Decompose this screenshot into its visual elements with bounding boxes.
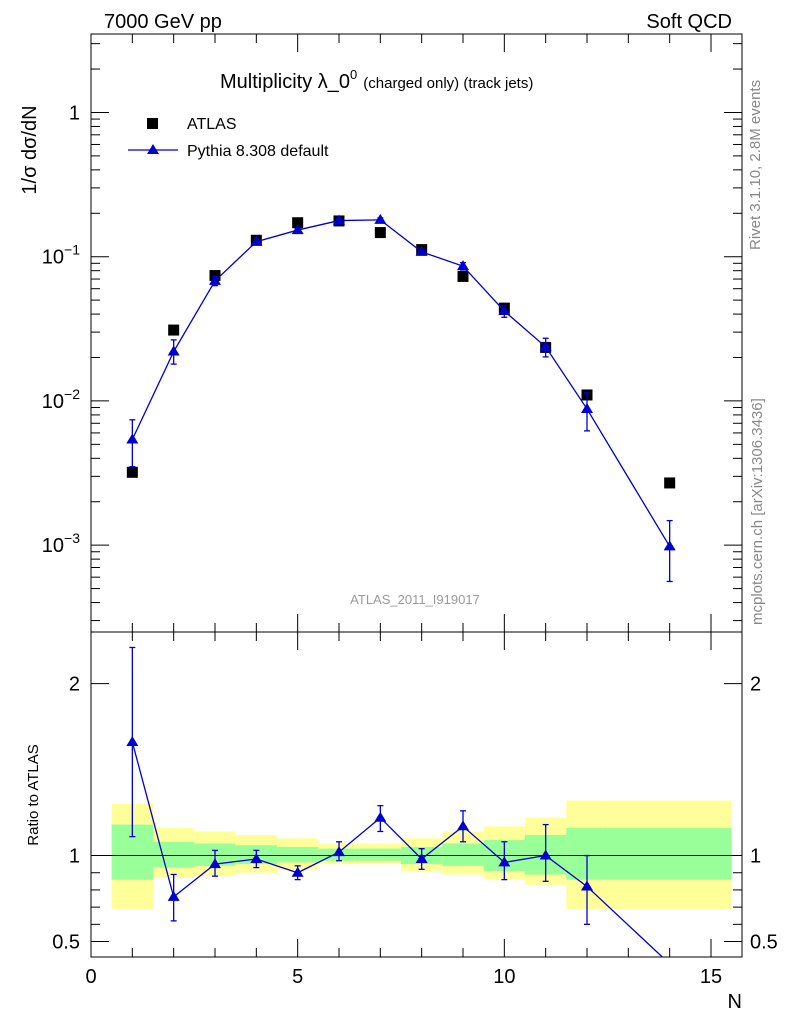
data-point xyxy=(457,270,469,282)
ratio-band-inner xyxy=(277,846,319,863)
mcplots-label: mcplots.cern.ch [arXiv:1306.3436] xyxy=(749,398,766,625)
ratio-point xyxy=(374,811,387,822)
legend-mc-marker xyxy=(147,144,159,154)
mc-point xyxy=(581,402,593,413)
data-point xyxy=(292,217,304,229)
mc-point xyxy=(498,305,511,316)
x-tick-label: 15 xyxy=(700,966,722,988)
y-tick-label: 10−3 xyxy=(42,530,80,557)
ratio-point xyxy=(581,880,593,891)
ratio-panel xyxy=(91,646,742,957)
ratio-point xyxy=(333,846,345,857)
ratio-ylabel: Ratio to ATLAS xyxy=(25,744,42,845)
ratio-point xyxy=(415,852,428,863)
y-tick-label: 10−2 xyxy=(42,386,80,413)
ratio-y-tick-label-right: 1 xyxy=(750,846,761,868)
ratio-y-tick-label: 0.5 xyxy=(52,932,80,954)
mc-point xyxy=(663,540,676,551)
ratio-band-inner xyxy=(153,841,195,868)
plot-title: Multiplicity λ_00(charged only) (track j… xyxy=(220,67,533,93)
ratio-y-tick-label-right: 2 xyxy=(750,674,761,696)
mc-point xyxy=(539,340,552,351)
mc-point xyxy=(457,260,469,271)
x-axis-label: N xyxy=(728,991,742,1013)
main-panel xyxy=(126,213,676,583)
y-tick-label: 10−1 xyxy=(42,242,80,269)
mc-point xyxy=(333,214,345,225)
data-point xyxy=(168,324,180,336)
data-point xyxy=(664,477,676,489)
mc-point xyxy=(374,213,387,224)
analysis-id: ATLAS_2011_I919017 xyxy=(350,592,480,607)
ratio-point xyxy=(457,820,469,831)
ratio-point xyxy=(498,856,511,867)
ratio-band-inner xyxy=(442,843,484,866)
mc-point xyxy=(209,274,221,285)
ratio-point xyxy=(250,852,263,863)
main-ylabel: 1/σ dσ/dN xyxy=(19,105,41,194)
header-right: Soft QCD xyxy=(646,11,732,33)
legend-mc-label: Pythia 8.308 default xyxy=(187,143,329,160)
legend: ATLAS Pythia 8.308 default xyxy=(128,116,329,160)
ratio-frame xyxy=(90,631,743,958)
rivet-label: Rivet 3.1.10, 2.8M events xyxy=(747,80,764,250)
mc-point xyxy=(167,345,180,356)
legend-data-label: ATLAS xyxy=(187,116,237,133)
header-left: 7000 GeV pp xyxy=(104,11,222,33)
ratio-point xyxy=(126,736,139,747)
data-point xyxy=(374,227,386,239)
x-tick-label: 0 xyxy=(85,966,96,988)
mc-point xyxy=(415,245,428,256)
mc-series-line xyxy=(131,219,671,547)
ratio-point xyxy=(291,866,304,877)
ratio-point xyxy=(539,849,552,860)
ratio-point xyxy=(167,890,180,901)
mc-point xyxy=(250,235,263,246)
ratio-y-tick-label: 2 xyxy=(69,674,80,696)
data-point xyxy=(126,466,138,478)
ratio-y-tick-label: 1 xyxy=(69,846,80,868)
ratio-band-inner xyxy=(359,848,401,861)
mc-point xyxy=(126,433,139,444)
ratio-band-inner xyxy=(607,828,732,880)
y-tick-label: 1 xyxy=(69,102,80,124)
ratio-y-tick-label-right: 0.5 xyxy=(750,932,778,954)
ratio-point xyxy=(209,858,221,869)
mc-point xyxy=(291,224,304,235)
x-tick-label: 5 xyxy=(292,966,303,988)
axes: 0 5 10 15 10−3 10−2 10−1 1 0.5 0.5 1 1 2 2 xyxy=(42,34,778,988)
legend-data-marker xyxy=(147,118,158,129)
x-tick-label: 10 xyxy=(493,966,515,988)
